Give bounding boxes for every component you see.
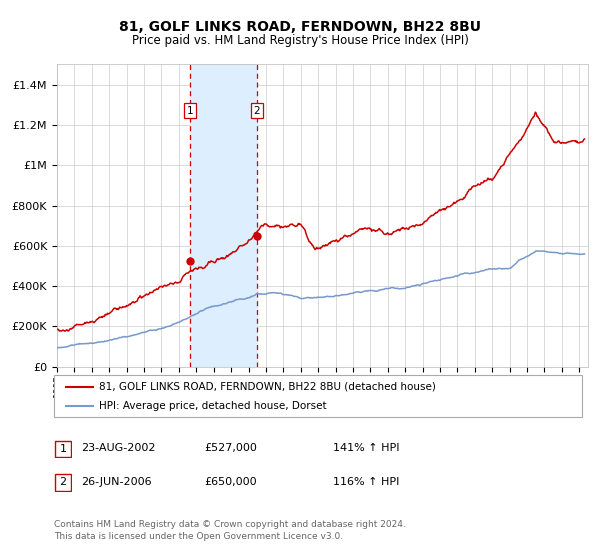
Text: 81, GOLF LINKS ROAD, FERNDOWN, BH22 8BU (detached house): 81, GOLF LINKS ROAD, FERNDOWN, BH22 8BU … (99, 381, 436, 391)
Text: 2: 2 (59, 478, 67, 487)
Text: This data is licensed under the Open Government Licence v3.0.: This data is licensed under the Open Gov… (54, 532, 343, 541)
Text: Contains HM Land Registry data © Crown copyright and database right 2024.: Contains HM Land Registry data © Crown c… (54, 520, 406, 529)
Text: 116% ↑ HPI: 116% ↑ HPI (333, 477, 400, 487)
Text: 1: 1 (59, 444, 67, 454)
Text: 1: 1 (187, 106, 193, 116)
Text: 23-AUG-2002: 23-AUG-2002 (81, 443, 155, 453)
Text: HPI: Average price, detached house, Dorset: HPI: Average price, detached house, Dors… (99, 401, 326, 411)
Text: 141% ↑ HPI: 141% ↑ HPI (333, 443, 400, 453)
Text: Price paid vs. HM Land Registry's House Price Index (HPI): Price paid vs. HM Land Registry's House … (131, 34, 469, 46)
Bar (190, 64, 257, 367)
Text: 26-JUN-2006: 26-JUN-2006 (81, 477, 152, 487)
Text: 81, GOLF LINKS ROAD, FERNDOWN, BH22 8BU: 81, GOLF LINKS ROAD, FERNDOWN, BH22 8BU (119, 20, 481, 34)
Text: £527,000: £527,000 (204, 443, 257, 453)
Text: 2: 2 (254, 106, 260, 116)
Text: £650,000: £650,000 (204, 477, 257, 487)
